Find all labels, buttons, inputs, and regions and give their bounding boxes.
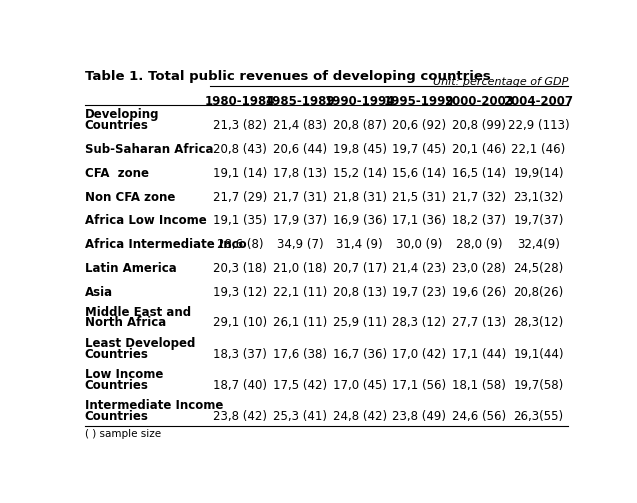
Text: 20,8 (13): 20,8 (13)	[333, 286, 387, 299]
Text: 31,4 (9): 31,4 (9)	[336, 238, 383, 251]
Text: 1990-1994: 1990-1994	[324, 95, 395, 108]
Text: 19,7(37): 19,7(37)	[513, 214, 564, 227]
Text: Low Income: Low Income	[85, 368, 163, 381]
Text: 21,5 (31): 21,5 (31)	[392, 191, 447, 204]
Text: 1980-1984: 1980-1984	[205, 95, 276, 108]
Text: 30,0 (9): 30,0 (9)	[396, 238, 443, 251]
Text: 24,6 (56): 24,6 (56)	[452, 409, 506, 423]
Text: 27,7 (13): 27,7 (13)	[452, 316, 506, 329]
Text: Unit: percentage of GDP: Unit: percentage of GDP	[433, 77, 568, 87]
Text: 32,4(9): 32,4(9)	[517, 238, 560, 251]
Text: 25,3 (41): 25,3 (41)	[273, 409, 327, 423]
Text: Least Developed: Least Developed	[85, 337, 195, 350]
Text: 20,8(26): 20,8(26)	[513, 286, 564, 299]
Text: 17,0 (45): 17,0 (45)	[333, 379, 387, 392]
Text: 21,4 (83): 21,4 (83)	[273, 119, 327, 132]
Text: 22,1 (11): 22,1 (11)	[273, 286, 327, 299]
Text: 18,7 (40): 18,7 (40)	[213, 379, 268, 392]
Text: Countries: Countries	[85, 348, 148, 361]
Text: 2000-2003: 2000-2003	[444, 95, 514, 108]
Text: Countries: Countries	[85, 119, 148, 132]
Text: 23,0 (28): 23,0 (28)	[452, 262, 506, 275]
Text: 19,1 (35): 19,1 (35)	[213, 214, 268, 227]
Text: CFA  zone: CFA zone	[85, 167, 148, 180]
Text: 17,1 (56): 17,1 (56)	[392, 379, 447, 392]
Text: 20,8 (87): 20,8 (87)	[333, 119, 387, 132]
Text: ( ) sample size: ( ) sample size	[85, 429, 161, 439]
Text: 24,5(28): 24,5(28)	[513, 262, 564, 275]
Text: Sub-Saharan Africa: Sub-Saharan Africa	[85, 143, 213, 156]
Text: 20,7 (17): 20,7 (17)	[333, 262, 387, 275]
Text: 20,3 (18): 20,3 (18)	[213, 262, 267, 275]
Text: 21,7 (31): 21,7 (31)	[273, 191, 327, 204]
Text: 17,8 (13): 17,8 (13)	[273, 167, 327, 180]
Text: 19,7 (45): 19,7 (45)	[392, 143, 447, 156]
Text: Countries: Countries	[85, 379, 148, 392]
Text: Latin America: Latin America	[85, 262, 176, 275]
Text: Intermediate Income: Intermediate Income	[85, 399, 223, 412]
Text: 19,7 (23): 19,7 (23)	[392, 286, 447, 299]
Text: 20,8 (99): 20,8 (99)	[452, 119, 506, 132]
Text: 1985-1989: 1985-1989	[264, 95, 335, 108]
Text: 23,8 (49): 23,8 (49)	[392, 409, 447, 423]
Text: 26,1 (11): 26,1 (11)	[273, 316, 327, 329]
Text: 21,7 (32): 21,7 (32)	[452, 191, 506, 204]
Text: 21,4 (23): 21,4 (23)	[392, 262, 447, 275]
Text: 1995-1999: 1995-1999	[384, 95, 455, 108]
Text: 28,6 (8): 28,6 (8)	[217, 238, 264, 251]
Text: 25,9 (11): 25,9 (11)	[333, 316, 387, 329]
Text: 20,6 (44): 20,6 (44)	[273, 143, 327, 156]
Text: 28,3(12): 28,3(12)	[513, 316, 564, 329]
Text: North Africa: North Africa	[85, 316, 166, 329]
Text: 22,1 (46): 22,1 (46)	[512, 143, 566, 156]
Text: 17,6 (38): 17,6 (38)	[273, 348, 327, 361]
Text: 17,1 (36): 17,1 (36)	[392, 214, 447, 227]
Text: 19,7(58): 19,7(58)	[513, 379, 564, 392]
Text: Countries: Countries	[85, 409, 148, 423]
Text: Non CFA zone: Non CFA zone	[85, 191, 175, 204]
Text: Asia: Asia	[85, 286, 113, 299]
Text: 16,9 (36): 16,9 (36)	[333, 214, 387, 227]
Text: Table 1. Total public revenues of developing countries: Table 1. Total public revenues of develo…	[85, 70, 490, 83]
Text: 24,8 (42): 24,8 (42)	[333, 409, 387, 423]
Text: 20,6 (92): 20,6 (92)	[392, 119, 447, 132]
Text: Developing: Developing	[85, 108, 159, 121]
Text: 17,1 (44): 17,1 (44)	[452, 348, 506, 361]
Text: 20,1 (46): 20,1 (46)	[452, 143, 506, 156]
Text: 19,1 (14): 19,1 (14)	[213, 167, 268, 180]
Text: 28,0 (9): 28,0 (9)	[455, 238, 502, 251]
Text: 19,1(44): 19,1(44)	[513, 348, 564, 361]
Text: 15,2 (14): 15,2 (14)	[333, 167, 387, 180]
Text: 2004-2007: 2004-2007	[503, 95, 573, 108]
Text: 20,8 (43): 20,8 (43)	[213, 143, 267, 156]
Text: 21,0 (18): 21,0 (18)	[273, 262, 327, 275]
Text: 29,1 (10): 29,1 (10)	[213, 316, 268, 329]
Text: 23,8 (42): 23,8 (42)	[213, 409, 268, 423]
Text: 21,8 (31): 21,8 (31)	[333, 191, 387, 204]
Text: 22,9 (113): 22,9 (113)	[508, 119, 569, 132]
Text: 21,3 (82): 21,3 (82)	[213, 119, 268, 132]
Text: 18,3 (37): 18,3 (37)	[213, 348, 267, 361]
Text: 17,0 (42): 17,0 (42)	[392, 348, 447, 361]
Text: 26,3(55): 26,3(55)	[513, 409, 564, 423]
Text: 19,6 (26): 19,6 (26)	[452, 286, 506, 299]
Text: 17,9 (37): 17,9 (37)	[273, 214, 327, 227]
Text: Middle East and: Middle East and	[85, 306, 190, 319]
Text: 16,7 (36): 16,7 (36)	[333, 348, 387, 361]
Text: 15,6 (14): 15,6 (14)	[392, 167, 447, 180]
Text: 21,7 (29): 21,7 (29)	[213, 191, 268, 204]
Text: Africa Intermediate Inco: Africa Intermediate Inco	[85, 238, 246, 251]
Text: 23,1(32): 23,1(32)	[513, 191, 564, 204]
Text: Africa Low Income: Africa Low Income	[85, 214, 206, 227]
Text: 19,3 (12): 19,3 (12)	[213, 286, 268, 299]
Text: 19,9(14): 19,9(14)	[513, 167, 564, 180]
Text: 28,3 (12): 28,3 (12)	[392, 316, 447, 329]
Text: 19,8 (45): 19,8 (45)	[333, 143, 387, 156]
Text: 18,1 (58): 18,1 (58)	[452, 379, 506, 392]
Text: 16,5 (14): 16,5 (14)	[452, 167, 506, 180]
Text: 17,5 (42): 17,5 (42)	[273, 379, 327, 392]
Text: 34,9 (7): 34,9 (7)	[276, 238, 323, 251]
Text: 18,2 (37): 18,2 (37)	[452, 214, 506, 227]
